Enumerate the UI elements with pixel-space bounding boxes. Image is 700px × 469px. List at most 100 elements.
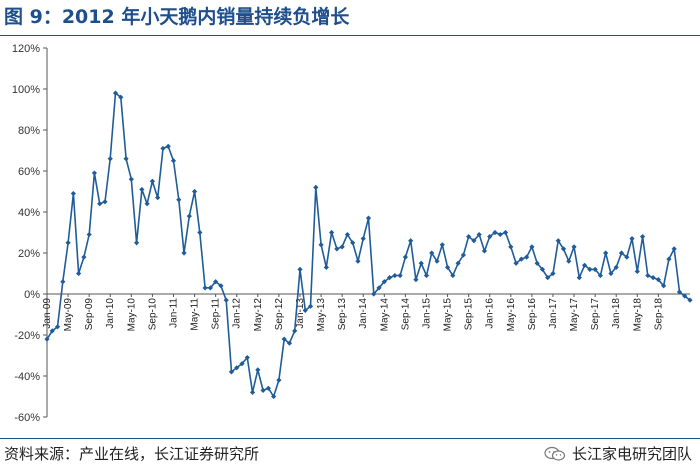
data-point — [576, 275, 582, 281]
data-point — [170, 158, 177, 164]
data-point — [313, 184, 319, 190]
data-point — [618, 250, 625, 256]
data-point — [402, 254, 408, 260]
data-point — [608, 270, 614, 277]
data-point — [307, 303, 314, 309]
data-point — [529, 244, 535, 250]
data-point — [487, 234, 493, 240]
data-point — [676, 289, 683, 295]
x-tick-label: May-10 — [126, 298, 137, 332]
data-point — [202, 285, 208, 291]
y-tick-label: 40% — [18, 207, 40, 219]
data-point — [666, 256, 672, 262]
data-point — [265, 385, 271, 391]
data-point — [118, 94, 124, 100]
data-point — [671, 246, 677, 252]
data-point — [255, 367, 261, 373]
data-point — [450, 272, 456, 279]
data-point — [566, 258, 572, 264]
data-point — [318, 242, 324, 248]
data-point — [397, 272, 403, 279]
data-point — [239, 361, 245, 367]
x-tick-label: Jan-18 — [611, 298, 622, 329]
x-tick-label: Sep-11 — [211, 298, 222, 330]
data-point — [218, 283, 224, 289]
data-point — [128, 176, 134, 182]
data-point — [86, 231, 92, 238]
x-tick-label: May-09 — [63, 298, 74, 332]
data-point — [471, 238, 477, 244]
data-point — [434, 258, 440, 264]
data-point — [571, 244, 577, 250]
data-point — [112, 90, 119, 96]
x-tick-label: May-18 — [632, 298, 643, 332]
data-point — [645, 272, 651, 279]
data-point — [123, 156, 129, 162]
data-point — [271, 393, 277, 400]
data-point — [54, 324, 61, 330]
x-tick-label: Jan-17 — [548, 298, 559, 329]
data-point — [155, 195, 161, 201]
brand-label: 长江家电研究团队 — [544, 442, 692, 466]
data-point — [329, 229, 335, 236]
data-point — [91, 170, 98, 176]
data-point — [524, 254, 530, 260]
data-point — [70, 190, 76, 197]
x-tick-label: Sep-18 — [653, 298, 664, 331]
data-point — [423, 272, 430, 279]
data-point — [197, 229, 203, 236]
x-tick-label: Sep-15 — [464, 298, 475, 331]
data-point — [466, 234, 472, 240]
footer-divider — [0, 438, 700, 439]
x-tick-label: May-15 — [443, 298, 454, 332]
data-point — [260, 387, 266, 393]
data-point — [191, 188, 198, 195]
y-tick-label: 60% — [18, 166, 40, 178]
data-point — [455, 260, 461, 266]
data-point — [687, 297, 693, 303]
data-point — [371, 291, 377, 297]
data-point — [165, 143, 171, 149]
data-point — [276, 377, 282, 383]
data-point — [497, 231, 503, 238]
data-point — [107, 156, 113, 162]
line-chart: 120% 100% 80% 60% 40% 20% 0% -20% -40% -60% Jan-0… — [12, 43, 693, 424]
y-tick-label: -20% — [14, 330, 40, 342]
data-point — [418, 260, 424, 266]
data-point — [360, 236, 366, 242]
data-point — [249, 389, 256, 395]
data-point — [555, 238, 561, 244]
y-tick-label: 20% — [18, 248, 40, 260]
x-tick-label: May-17 — [569, 298, 580, 332]
x-tick-label: Sep-14 — [400, 298, 411, 331]
data-point — [682, 293, 688, 299]
data-point — [513, 260, 519, 266]
data-point — [286, 340, 293, 346]
data-point — [650, 275, 656, 281]
x-tick-label: Jan-12 — [232, 298, 243, 329]
x-tick-label: Sep-10 — [147, 298, 158, 331]
chart-title: 图 9：2012 年小天鹅内销量持续负增长 — [4, 6, 350, 28]
y-tick-label: -60% — [14, 412, 40, 424]
x-tick-label: Jan-09 — [42, 298, 53, 329]
data-point — [133, 240, 140, 246]
data-point — [102, 199, 108, 205]
data-point — [81, 254, 87, 260]
data-point — [634, 268, 640, 275]
x-tick-label: May-14 — [379, 298, 390, 332]
data-point — [149, 178, 156, 184]
data-point — [213, 279, 219, 285]
data-point — [281, 336, 287, 342]
x-tick-label: Jan-10 — [105, 298, 116, 329]
data-point — [381, 279, 387, 285]
data-point — [603, 250, 609, 256]
data-point — [44, 336, 50, 342]
y-tick-label: 120% — [12, 43, 40, 55]
y-tick-label: 80% — [18, 125, 40, 137]
data-point — [408, 238, 414, 244]
data-point — [297, 266, 303, 272]
wechat-icon — [544, 446, 566, 461]
data-point — [534, 260, 540, 266]
x-tick-label: May-16 — [506, 298, 517, 332]
data-point — [597, 272, 604, 279]
